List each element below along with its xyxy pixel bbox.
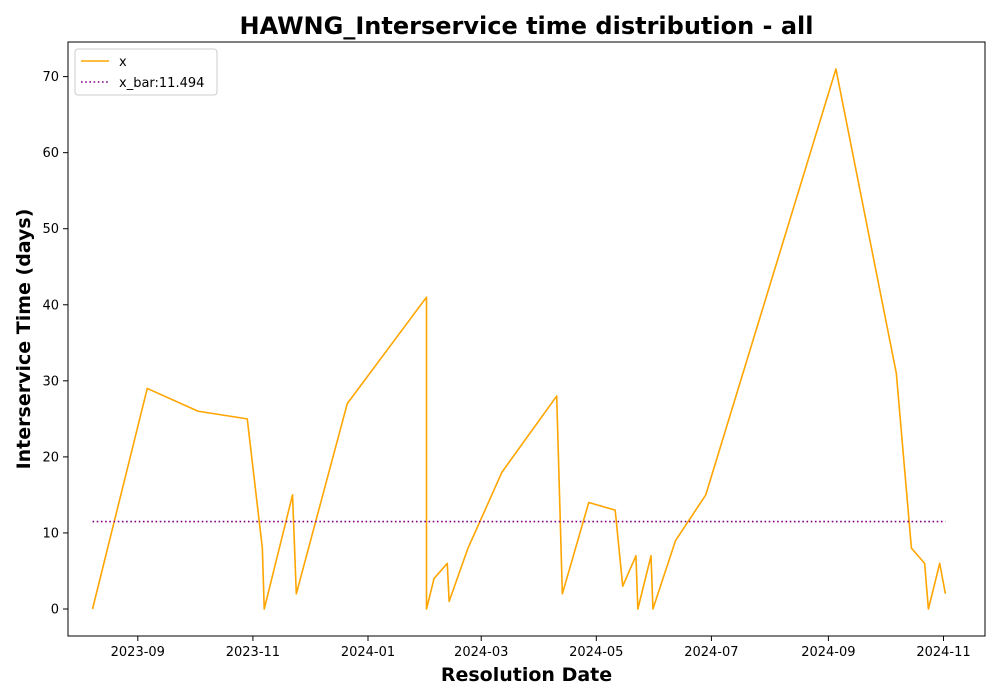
y-tick-label: 40 xyxy=(42,298,59,313)
series-line-x xyxy=(91,68,947,610)
y-tick-label: 0 xyxy=(51,603,59,618)
y-tick-label: 10 xyxy=(42,526,59,541)
x-tick-label: 2023-09 xyxy=(111,645,165,660)
legend: x x_bar:11.494 xyxy=(74,48,218,96)
series-layer xyxy=(91,68,947,610)
y-tick-label: 60 xyxy=(42,146,59,161)
x-tick-label: 2023-11 xyxy=(226,645,280,660)
y-axis: 0 10 20 30 40 50 60 70 xyxy=(42,70,68,618)
x-tick-label: 2024-09 xyxy=(801,645,855,660)
x-axis-label: Resolution Date xyxy=(441,664,612,686)
x-axis: 2023-09 2023-11 2024-01 2024-03 2024-05 2024-… xyxy=(111,636,971,660)
legend-label-x: x xyxy=(119,55,127,70)
y-tick-label: 50 xyxy=(42,222,59,237)
y-tick-label: 20 xyxy=(42,450,59,465)
legend-box xyxy=(74,48,218,96)
y-axis-label: Interservice Time (days) xyxy=(13,209,35,470)
plot-frame xyxy=(67,41,986,637)
x-tick-label: 2024-07 xyxy=(684,645,738,660)
y-tick-label: 30 xyxy=(42,374,59,389)
chart-title: HAWNG_Interservice time distribution - a… xyxy=(240,12,814,40)
legend-label-x-bar: x_bar:11.494 xyxy=(119,76,204,91)
plot-area xyxy=(68,42,985,636)
x-tick-label: 2024-05 xyxy=(569,645,623,660)
x-tick-label: 2024-01 xyxy=(341,645,395,660)
x-tick-label: 2024-03 xyxy=(454,645,508,660)
y-tick-label: 70 xyxy=(42,70,59,85)
x-tick-label: 2024-11 xyxy=(916,645,970,660)
